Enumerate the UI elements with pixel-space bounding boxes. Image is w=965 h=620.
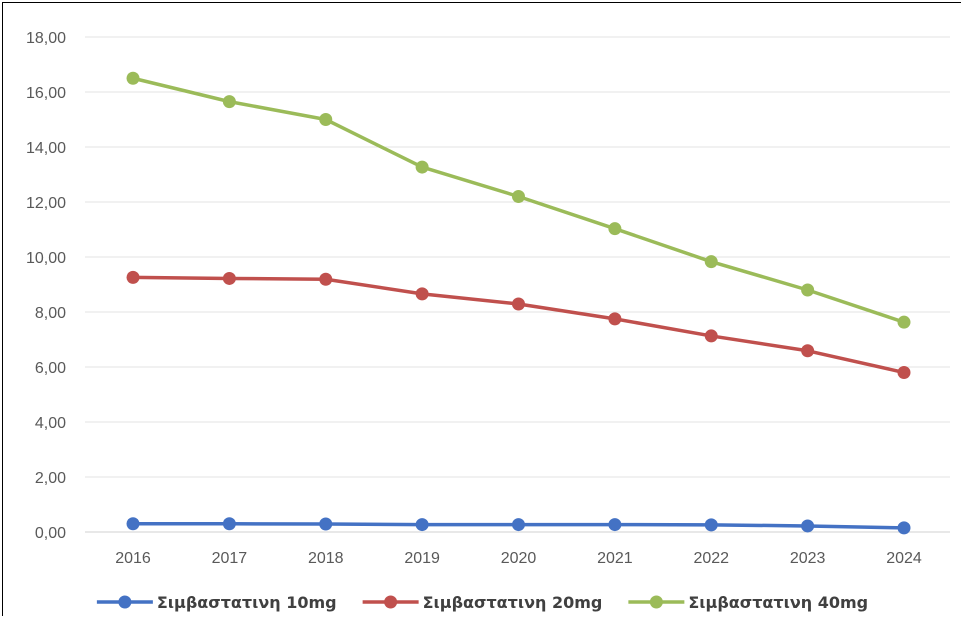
- data-point: [415, 160, 429, 174]
- series-1: [126, 517, 911, 535]
- legend: Σιμβαστατινη 10mg Σιμβαστατινη 20mg Σιμβασ…: [96, 593, 868, 612]
- x-tick-label: 2022: [693, 550, 729, 567]
- data-point: [415, 287, 429, 301]
- data-point: [608, 312, 622, 326]
- legend-swatch-marker: [649, 595, 663, 609]
- data-point: [415, 518, 429, 532]
- x-axis-tick-labels: 2016 2017 2018 2019 2020 2021 2022 2023 2024: [115, 550, 922, 567]
- series-2: [126, 270, 911, 379]
- x-tick-label: 2023: [790, 550, 826, 567]
- x-tick-label: 2019: [404, 550, 440, 567]
- y-tick-label: 4,00: [35, 415, 66, 432]
- data-point: [801, 283, 815, 297]
- x-tick-label: 2017: [212, 550, 248, 567]
- data-point: [897, 521, 911, 535]
- y-axis-tick-labels: 0,00 2,00 4,00 6,00 8,00 10,00 12,00 14,00 16,00…: [26, 30, 66, 542]
- data-point: [126, 517, 140, 531]
- data-point: [126, 71, 140, 85]
- y-tick-label: 16,00: [26, 85, 66, 102]
- data-point: [319, 272, 333, 286]
- data-point: [801, 344, 815, 358]
- legend-swatch-marker: [384, 595, 398, 609]
- y-tick-label: 6,00: [35, 360, 66, 377]
- data-point: [319, 517, 333, 531]
- legend-swatch-marker: [118, 595, 132, 609]
- data-point: [704, 255, 718, 269]
- data-point: [608, 518, 622, 532]
- series-group: [126, 71, 911, 535]
- data-point: [512, 518, 525, 532]
- legend-label: Σιμβαστατινη 10mg: [157, 593, 337, 612]
- data-point: [222, 517, 236, 531]
- data-point: [608, 222, 622, 236]
- y-tick-label: 14,00: [26, 140, 66, 157]
- y-tick-label: 18,00: [26, 30, 66, 47]
- gridlines: [85, 36, 950, 533]
- x-tick-label: 2020: [501, 550, 537, 567]
- data-point: [512, 297, 525, 311]
- data-point: [222, 95, 236, 109]
- data-point: [512, 190, 525, 203]
- series-line: [131, 275, 906, 375]
- x-tick-label: 2018: [308, 550, 344, 567]
- y-tick-label: 12,00: [26, 195, 66, 212]
- data-point: [801, 519, 815, 533]
- data-point: [704, 518, 718, 532]
- y-tick-label: 0,00: [35, 525, 66, 542]
- legend-label: Σιμβαστατινη 40mg: [688, 593, 868, 612]
- x-tick-label: 2024: [886, 550, 922, 567]
- data-point: [319, 113, 333, 126]
- x-tick-label: 2016: [115, 550, 151, 567]
- data-point: [897, 315, 911, 329]
- y-tick-label: 10,00: [26, 250, 66, 267]
- y-tick-label: 2,00: [35, 470, 66, 487]
- data-point: [222, 271, 236, 285]
- legend-label: Σιμβαστατινη 20mg: [423, 593, 603, 612]
- data-point: [897, 366, 911, 379]
- series-3: [126, 71, 911, 329]
- data-point: [126, 270, 140, 284]
- y-tick-label: 8,00: [35, 305, 66, 322]
- data-point: [704, 329, 718, 343]
- x-tick-label: 2021: [597, 550, 633, 567]
